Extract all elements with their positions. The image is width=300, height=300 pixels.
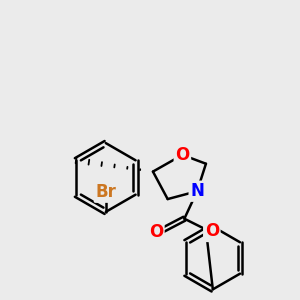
Text: O: O (175, 146, 190, 164)
Text: Br: Br (95, 183, 116, 201)
Text: N: N (190, 182, 204, 200)
Text: O: O (149, 224, 163, 242)
Text: O: O (205, 223, 219, 241)
